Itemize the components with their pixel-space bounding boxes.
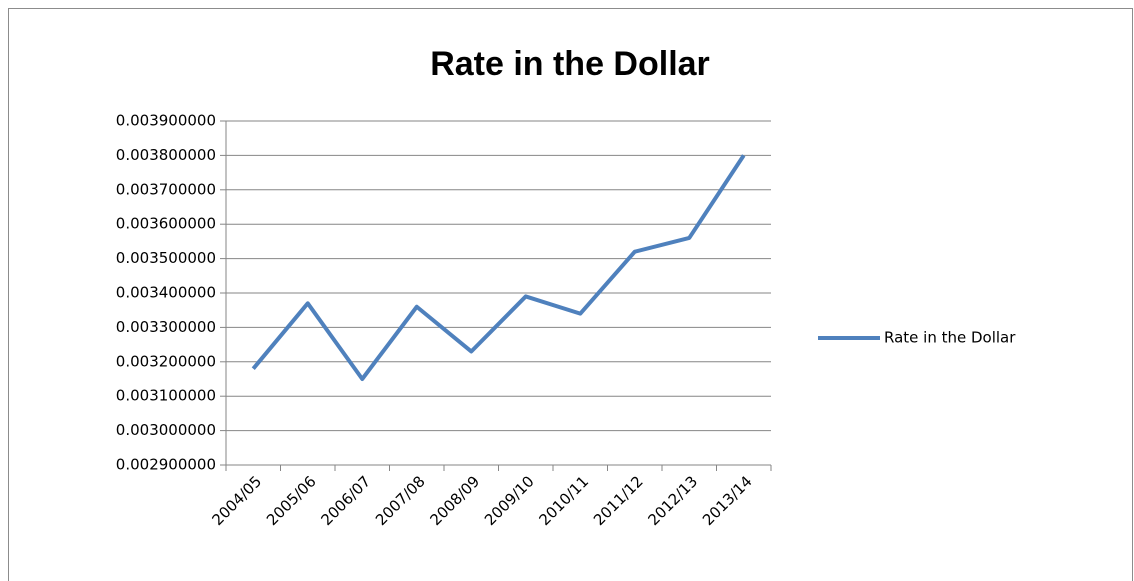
y-tick-label: 0.003400000 [116, 284, 216, 302]
y-tick-label: 0.003200000 [116, 352, 216, 370]
chart-title: Rate in the Dollar [430, 45, 710, 83]
series-line [251, 154, 746, 381]
y-tick-label: 0.003300000 [116, 318, 216, 336]
y-tick-label: 0.003500000 [116, 249, 216, 267]
y-tick-label: 0.003700000 [116, 180, 216, 198]
y-tick-label: 0.003100000 [116, 387, 216, 405]
legend-label: Rate in the Dollar [884, 329, 1016, 347]
y-tick-label: 0.003900000 [116, 112, 216, 130]
y-tick-label: 0.003800000 [116, 146, 216, 164]
chart-frame [8, 8, 1133, 581]
y-tick-label: 0.003000000 [116, 421, 216, 439]
y-tick-label: 0.002900000 [116, 456, 216, 474]
y-tick-label: 0.003600000 [116, 215, 216, 233]
